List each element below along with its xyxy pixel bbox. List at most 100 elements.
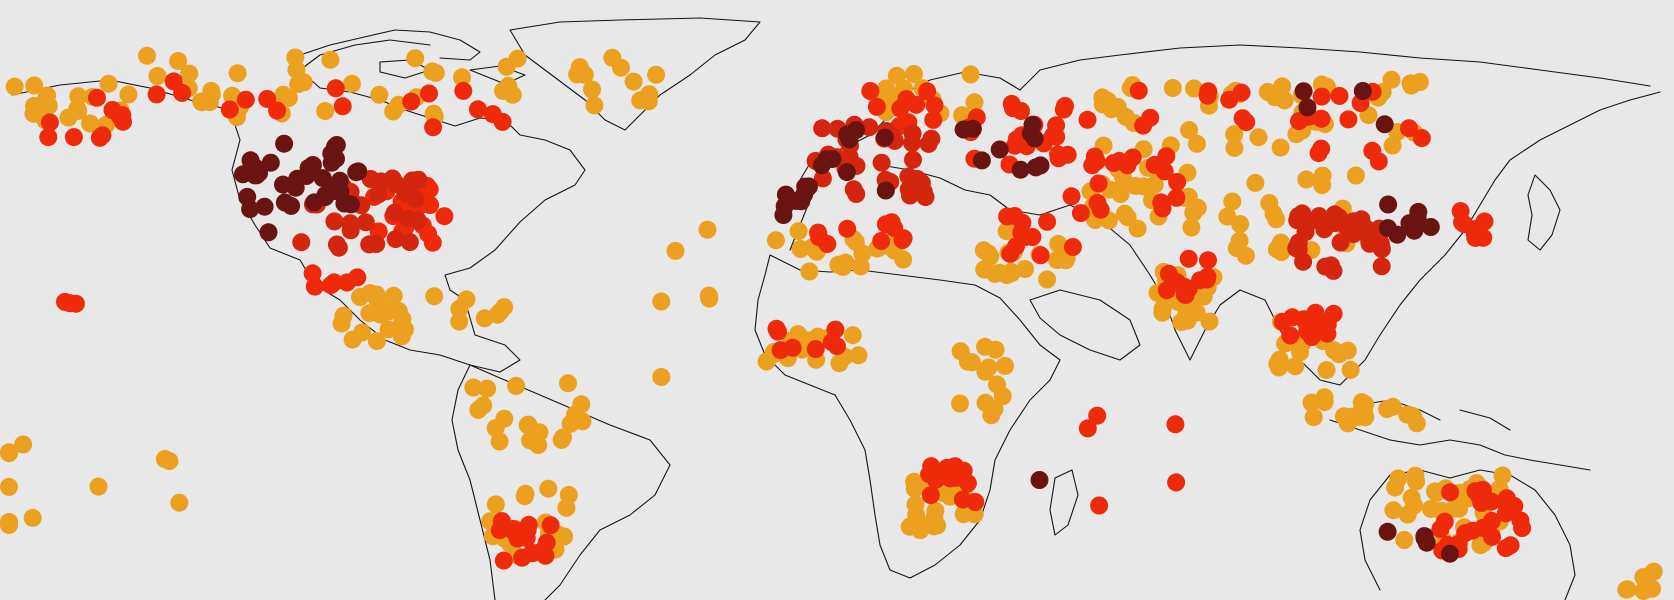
hotspot-dot-medium <box>326 79 345 98</box>
hotspot-dot-medium <box>348 268 367 287</box>
coastline-arctic-islands <box>299 29 526 85</box>
coastline-indonesia <box>1329 399 1591 471</box>
hotspot-dot-medium <box>537 533 556 552</box>
hotspot-dot-low <box>552 430 571 449</box>
hotspot-dot-medium <box>1290 112 1308 131</box>
hotspot-dot-medium <box>536 546 555 565</box>
hotspot-dot-medium <box>1455 215 1474 234</box>
hotspot-dot-medium <box>1167 188 1186 207</box>
hotspot-dot-low <box>1128 219 1147 238</box>
hotspot-dot-low <box>561 414 580 433</box>
coastline-africa <box>754 254 1061 579</box>
hotspot-dot-medium <box>88 88 106 107</box>
hotspot-dot-medium <box>1198 267 1217 286</box>
hotspot-dot-medium <box>921 486 940 505</box>
hotspot-dot-low <box>1383 136 1402 155</box>
hotspot-dot-low <box>961 65 980 84</box>
hotspot-dot-extreme <box>875 128 894 147</box>
hotspot-dot-low <box>1493 466 1512 485</box>
hotspot-dot-low <box>1407 472 1426 491</box>
hotspot-dot-low <box>976 362 995 381</box>
hotspot-dot-medium <box>897 90 916 109</box>
hotspot-dot-low <box>1302 393 1321 412</box>
hotspot-dot-medium <box>1155 162 1174 181</box>
hotspot-dot-low <box>907 505 926 524</box>
hotspot-dot-medium <box>1199 251 1217 270</box>
hotspot-dot-medium <box>420 84 438 103</box>
hotspot-dot-high <box>399 209 418 228</box>
hotspot-dot-low <box>1200 312 1219 331</box>
hotspot-dot-extreme <box>1353 82 1372 100</box>
hotspot-dot-low <box>986 340 1005 359</box>
hotspot-dot-low <box>169 52 188 70</box>
hotspot-dot-medium <box>1324 304 1343 323</box>
hotspot-dot-medium <box>1307 308 1326 327</box>
hotspot-dot-low <box>985 400 1004 419</box>
hotspot-dot-medium <box>771 341 790 360</box>
hotspot-dot-medium <box>454 81 473 100</box>
hotspot-dot-extreme <box>303 156 322 174</box>
hotspot-dot-low <box>490 432 509 451</box>
hotspot-dot-low <box>0 477 18 496</box>
hotspot-dot-medium <box>966 493 985 511</box>
hotspot-dot-medium <box>64 128 83 147</box>
hotspot-dot-low <box>507 376 526 395</box>
hotspot-dot-low <box>1052 247 1070 266</box>
hotspot-dot-medium <box>147 85 166 104</box>
hotspot-dot-low <box>624 72 643 91</box>
hotspot-dot-low <box>0 513 18 531</box>
hotspot-dot-low <box>974 241 993 260</box>
hotspot-dot-medium <box>1363 141 1382 160</box>
hotspot-dot-medium <box>1129 81 1148 100</box>
hotspot-dot-high <box>400 233 419 252</box>
hotspot-dot-medium <box>806 340 825 359</box>
hotspot-dot-low <box>988 375 1006 394</box>
hotspot-dot-low <box>180 64 199 83</box>
hotspot-dot-low <box>1297 170 1316 189</box>
hotspot-dot-low <box>1187 303 1206 322</box>
hotspot-dot-low <box>905 479 924 498</box>
hotspot-dot-low <box>1258 82 1277 101</box>
hotspot-dot-low <box>1378 400 1397 418</box>
hotspot-dot-high <box>360 235 379 254</box>
hotspot-dot-medium <box>1167 473 1186 492</box>
hotspot-dot-medium <box>1110 151 1129 170</box>
hotspot-dot-extreme <box>347 163 366 182</box>
hotspot-dot-low <box>1111 185 1130 204</box>
hotspot-dot-low <box>1346 166 1365 185</box>
hotspot-dot-medium <box>1063 238 1082 256</box>
hotspot-dot-low <box>1016 260 1034 279</box>
hotspot-dot-medium <box>303 264 322 283</box>
hotspot-dot-low <box>666 241 685 260</box>
hotspot-dot-low <box>925 509 944 528</box>
hotspot-dot-high <box>904 150 922 169</box>
hotspot-dot-low <box>698 220 717 239</box>
hotspot-dot-low <box>836 253 855 272</box>
hotspot-dot-low <box>965 93 984 112</box>
hotspot-dot-extreme <box>241 200 260 219</box>
hotspot-dot-low <box>1267 210 1286 229</box>
hotspot-dot-medium <box>492 512 511 531</box>
hotspot-dot-low <box>475 309 494 328</box>
hotspot-dot-low <box>1304 408 1323 427</box>
hotspot-dot-low <box>996 356 1014 375</box>
hotspot-dot-low <box>905 65 923 83</box>
hotspot-dot-low <box>1291 343 1310 362</box>
hotspot-dot-low <box>379 320 398 339</box>
hotspot-dot-low <box>887 66 906 85</box>
hotspot-dot-high <box>1356 218 1375 237</box>
hotspot-dot-medium <box>1281 326 1300 345</box>
hotspot-dot-medium <box>483 105 502 124</box>
hotspot-dot-medium <box>1273 312 1292 331</box>
hotspot-dot-extreme <box>837 163 856 182</box>
hotspot-dot-medium <box>39 128 58 147</box>
hotspot-dot-medium <box>924 110 943 129</box>
hotspot-dot-medium <box>918 82 937 101</box>
hotspot-dot-high <box>813 119 832 138</box>
hotspot-dot-medium <box>769 322 787 341</box>
hotspot-dot-low <box>603 48 622 67</box>
hotspot-dot-medium <box>1090 496 1109 515</box>
hotspot-dot-medium <box>838 219 857 238</box>
hotspot-dot-extreme <box>774 206 793 224</box>
hotspot-dot-high <box>1324 261 1343 280</box>
